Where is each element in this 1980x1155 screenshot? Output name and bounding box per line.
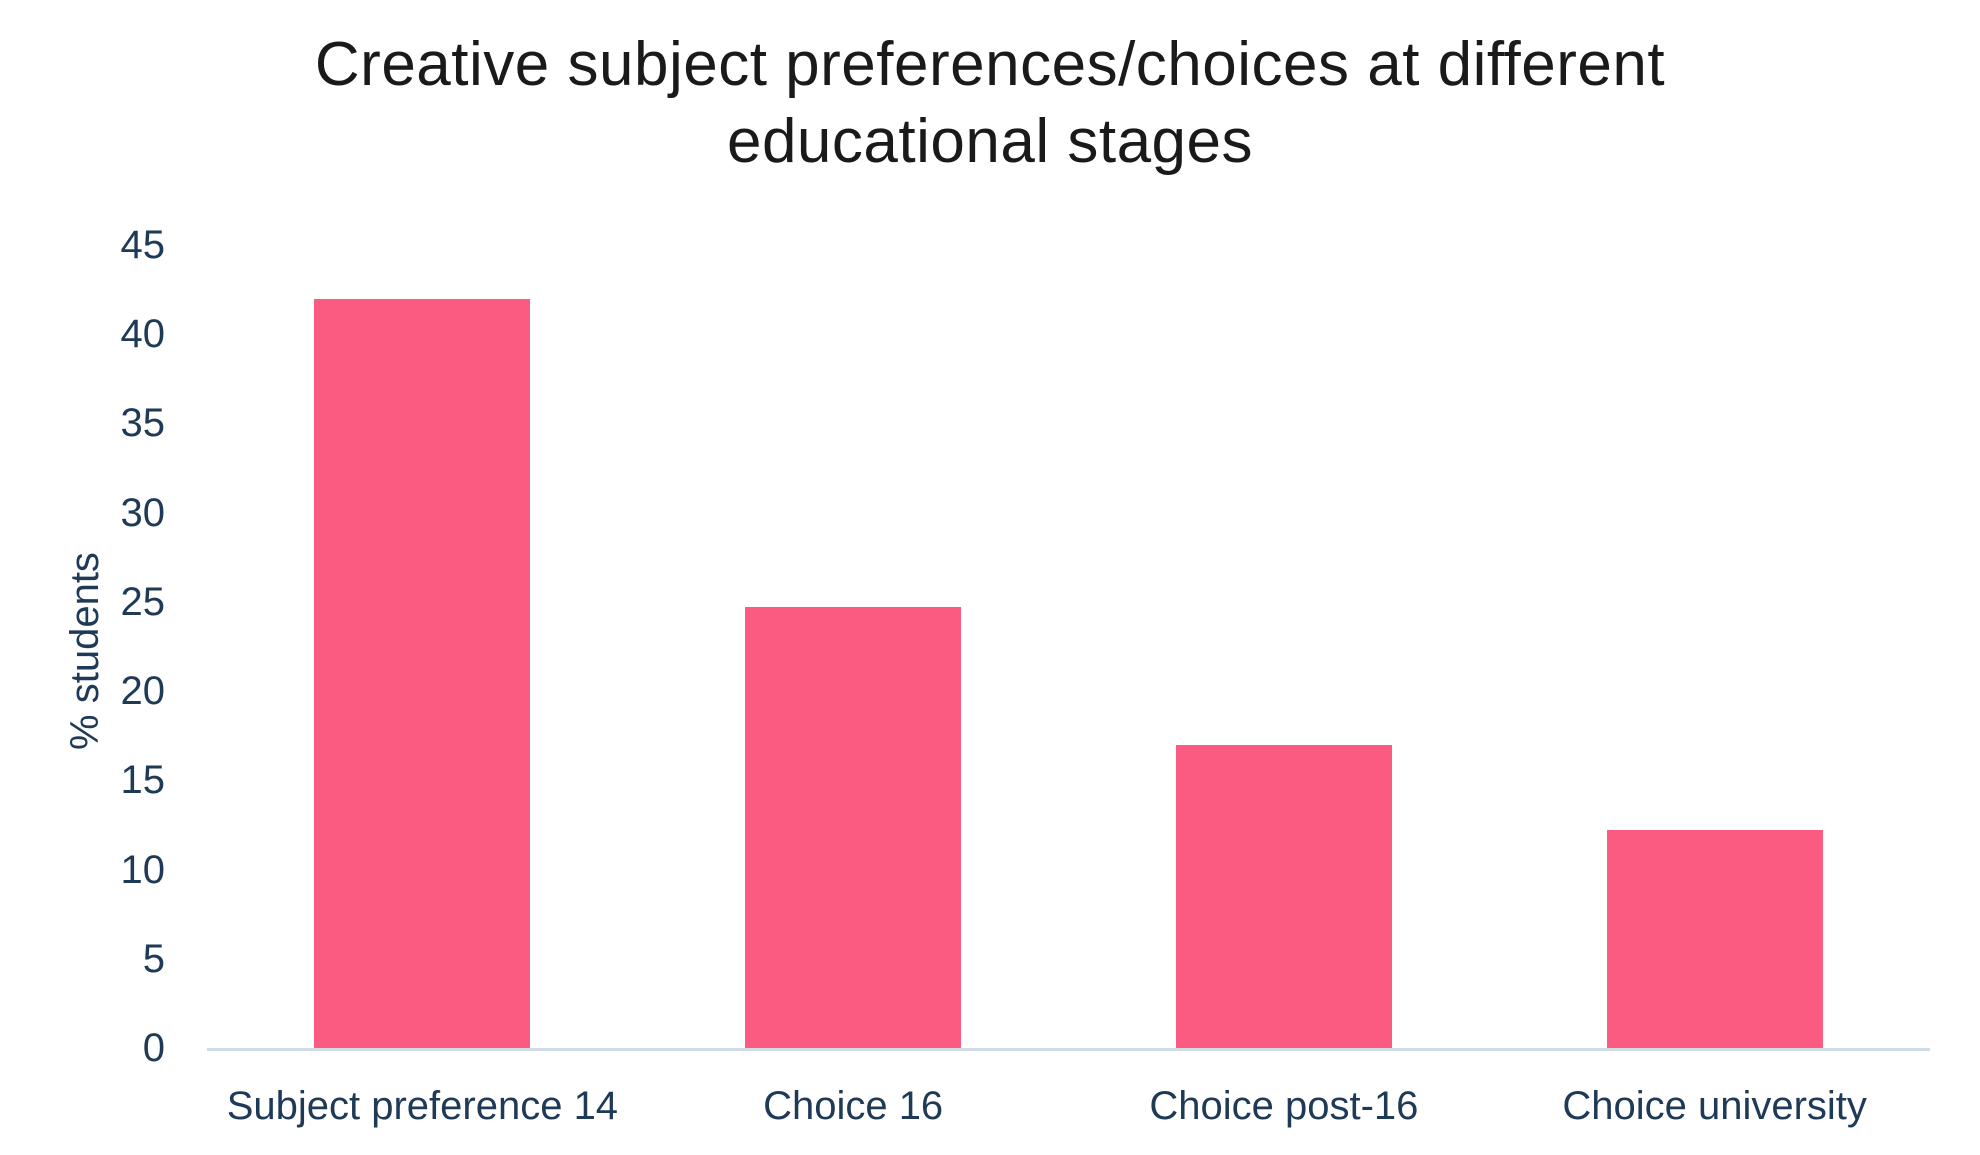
bar-choice-university: [1606, 830, 1823, 1048]
y-tick-label-45: 45: [120, 223, 166, 267]
bar-choice-16: [745, 607, 962, 1048]
y-tick-label-15: 15: [120, 758, 166, 803]
y-tick-label-5: 5: [142, 936, 165, 981]
x-category-label-subject-preference-14: Subject preference 14: [226, 1084, 619, 1128]
y-tick-label-35: 35: [120, 401, 166, 446]
y-axis-tick-labels: 0 5 10 15 20 25 30 35 40 45: [0, 0, 166, 1155]
x-category-label-choice-university: Choice university: [1562, 1084, 1867, 1128]
y-tick-label-40: 40: [120, 312, 166, 357]
chart-title-line-1: Creative subject preferences/choices at …: [314, 30, 1666, 99]
y-tick-label-0: 0: [142, 1026, 165, 1070]
y-tick-label-20: 20: [120, 669, 166, 714]
bar-subject-preference-14: [314, 298, 531, 1048]
y-tick-label-10: 10: [120, 847, 166, 892]
x-axis-line: [207, 1048, 1930, 1051]
x-category-label-choice-16: Choice 16: [763, 1084, 944, 1128]
y-tick-label-30: 30: [120, 490, 166, 535]
chart-title-line-2: educational stages: [726, 107, 1254, 176]
plot-area: [207, 245, 1930, 1048]
bar-choice-post-16: [1175, 744, 1392, 1048]
chart-title: Creative subject preferences/choices at …: [0, 26, 1980, 180]
x-axis-category-labels: Subject preference 14 Choice 16 Choice pos…: [207, 1082, 1930, 1142]
y-tick-label-25: 25: [120, 579, 166, 624]
x-category-label-choice-post-16: Choice post-16: [1149, 1084, 1419, 1128]
